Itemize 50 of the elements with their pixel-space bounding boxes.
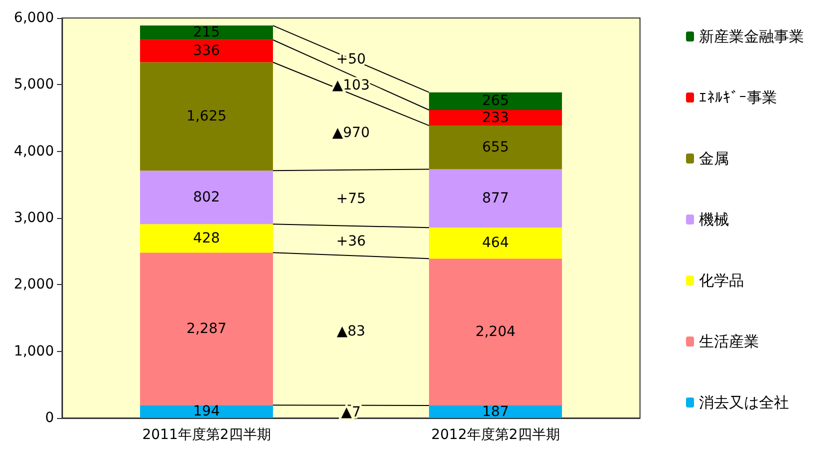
annotation: ▲103 bbox=[332, 77, 370, 94]
bar bbox=[140, 405, 273, 418]
legend-label: 金属 bbox=[699, 150, 729, 168]
data-label: 194 bbox=[193, 404, 220, 420]
bar bbox=[140, 170, 273, 224]
data-label: 2,287 bbox=[186, 320, 227, 337]
legend-label: 生活産業 bbox=[699, 332, 759, 350]
data-label: 428 bbox=[193, 230, 220, 246]
bar bbox=[140, 40, 273, 62]
data-label: 877 bbox=[482, 190, 509, 206]
bar bbox=[140, 224, 273, 253]
bar bbox=[429, 169, 562, 228]
y-tick-label: 5,000 bbox=[14, 76, 54, 93]
legend-label: ｴﾈﾙｷﾞｰ事業 bbox=[699, 88, 777, 106]
y-tick-label: 3,000 bbox=[14, 210, 54, 226]
x-tick-label: 2011年度第2四半期 bbox=[142, 427, 271, 443]
bar bbox=[429, 228, 562, 259]
y-tick-label: 4,000 bbox=[14, 143, 54, 160]
annotation: +75 bbox=[336, 190, 366, 207]
data-label: 1,625 bbox=[186, 108, 227, 124]
y-tick-label: 6,000 bbox=[14, 10, 54, 26]
data-label: 265 bbox=[482, 93, 509, 110]
annotation: ▲83 bbox=[336, 323, 366, 340]
bar bbox=[140, 62, 273, 171]
data-label: 187 bbox=[482, 404, 509, 420]
legend-label: 化学品 bbox=[699, 272, 744, 290]
bar bbox=[429, 406, 562, 418]
annotation: ▲970 bbox=[332, 124, 370, 141]
y-tick-label: 1,000 bbox=[14, 343, 54, 360]
data-label: 215 bbox=[193, 24, 220, 41]
legend-label: 消去又は全社 bbox=[699, 394, 789, 412]
bar bbox=[140, 252, 273, 406]
y-tick-label: 0 bbox=[45, 410, 54, 426]
bar bbox=[429, 92, 562, 110]
bar bbox=[429, 110, 562, 126]
data-label: 655 bbox=[482, 139, 509, 156]
y-tick-label: 2,000 bbox=[14, 276, 54, 293]
bar bbox=[140, 26, 273, 40]
bar bbox=[429, 258, 562, 406]
x-tick-label: 2012年度第2四半期 bbox=[431, 427, 560, 443]
legend-label: 機械 bbox=[699, 210, 729, 228]
data-label: 802 bbox=[193, 189, 220, 206]
bar bbox=[429, 126, 562, 170]
annotation: +36 bbox=[336, 234, 366, 250]
legend-label: 新産業金融事業 bbox=[699, 28, 804, 46]
data-label: 233 bbox=[482, 110, 509, 126]
data-label: 464 bbox=[482, 235, 509, 252]
data-label: 2,204 bbox=[475, 324, 516, 340]
annotation: ▲7 bbox=[341, 404, 361, 421]
data-label: 336 bbox=[193, 43, 220, 60]
